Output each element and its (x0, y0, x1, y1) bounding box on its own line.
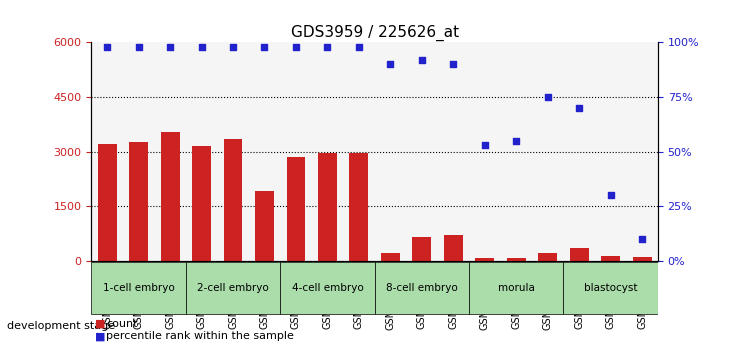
Bar (381, 253, 400, 261)
Bar (444, 235, 463, 261)
Text: percentile rank within the sample: percentile rank within the sample (106, 331, 294, 341)
Bar (129, 142, 148, 261)
FancyBboxPatch shape (280, 262, 374, 314)
FancyBboxPatch shape (469, 262, 564, 314)
Point (322, 44, 333, 50)
Bar (475, 258, 494, 261)
Bar (633, 257, 651, 261)
Point (259, 44, 270, 50)
Point (133, 44, 145, 50)
Bar (192, 146, 211, 261)
Point (196, 44, 208, 50)
Point (573, 105, 585, 111)
Bar (318, 153, 337, 261)
Point (102, 44, 113, 50)
Bar (287, 157, 306, 261)
Title: GDS3959 / 225626_at: GDS3959 / 225626_at (291, 25, 458, 41)
FancyBboxPatch shape (374, 262, 469, 314)
Text: ■: ■ (95, 331, 105, 341)
Point (479, 142, 491, 148)
Point (290, 44, 302, 50)
Text: ■: ■ (95, 319, 105, 329)
Text: 4-cell embryo: 4-cell embryo (292, 283, 363, 293)
Text: 8-cell embryo: 8-cell embryo (386, 283, 458, 293)
FancyBboxPatch shape (91, 262, 186, 314)
FancyBboxPatch shape (564, 262, 658, 314)
Text: blastocyst: blastocyst (584, 283, 637, 293)
Text: 2-cell embryo: 2-cell embryo (197, 283, 269, 293)
Point (164, 44, 176, 50)
Text: count: count (106, 319, 137, 329)
Bar (569, 248, 588, 261)
Bar (255, 192, 274, 261)
Point (542, 94, 553, 100)
Point (353, 44, 365, 50)
Point (636, 236, 648, 241)
Bar (349, 153, 368, 261)
Point (447, 62, 459, 67)
Text: development stage: development stage (7, 321, 115, 331)
Bar (507, 258, 526, 261)
Bar (98, 144, 116, 261)
Text: 1-cell embryo: 1-cell embryo (103, 283, 175, 293)
Point (385, 62, 396, 67)
Bar (224, 139, 243, 261)
FancyBboxPatch shape (186, 262, 280, 314)
Bar (601, 256, 620, 261)
Bar (412, 237, 431, 261)
Point (227, 44, 239, 50)
Point (605, 192, 616, 198)
Text: morula: morula (498, 283, 534, 293)
Point (416, 57, 428, 63)
Bar (161, 132, 180, 261)
Bar (538, 253, 557, 261)
Point (510, 138, 522, 143)
